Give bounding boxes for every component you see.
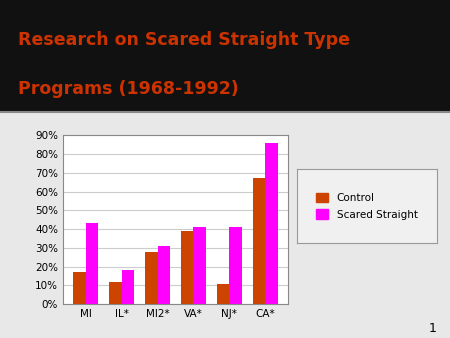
Bar xyxy=(86,223,99,304)
Bar xyxy=(194,227,206,304)
Bar xyxy=(158,246,170,304)
Text: 1: 1 xyxy=(428,322,436,335)
Text: Research on Scared Straight Type: Research on Scared Straight Type xyxy=(18,31,350,49)
Legend: Control, Scared Straight: Control, Scared Straight xyxy=(312,189,422,224)
Bar xyxy=(73,272,86,304)
Bar xyxy=(181,231,194,304)
Text: Programs (1968-1992): Programs (1968-1992) xyxy=(18,80,239,98)
Bar xyxy=(122,270,134,304)
Bar xyxy=(109,282,122,304)
Bar xyxy=(217,284,230,304)
Bar xyxy=(230,227,242,304)
Bar xyxy=(265,143,278,304)
Bar xyxy=(252,178,265,304)
Bar xyxy=(145,251,158,304)
